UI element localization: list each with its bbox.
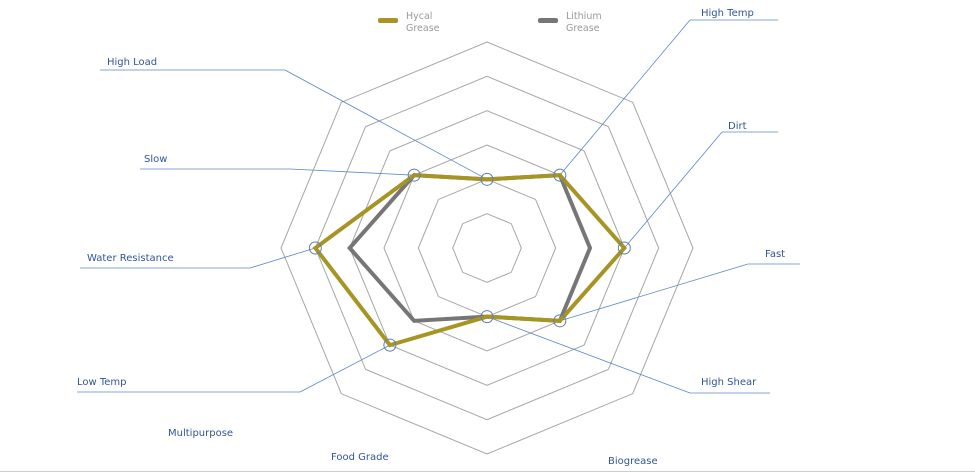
- leader-line: [559, 263, 749, 322]
- grid-ring: [349, 110, 625, 386]
- point-marker: [383, 338, 397, 352]
- leader-line: [249, 247, 316, 269]
- axis-label: High Load: [107, 57, 157, 68]
- point-marker: [553, 168, 567, 182]
- legend-label: Lithium Grease: [566, 11, 602, 34]
- grid-ring: [314, 75, 660, 421]
- legend-label: Hycal Grease: [406, 11, 440, 34]
- legend-swatch: [538, 18, 558, 23]
- axis-label: Slow: [144, 154, 167, 165]
- leader-line: [284, 69, 488, 180]
- point-marker: [308, 241, 322, 255]
- axis-label: Multipurpose: [168, 428, 233, 439]
- point-marker: [480, 310, 494, 324]
- point-marker: [407, 168, 421, 182]
- leader-line: [559, 19, 691, 176]
- axis-label: High Shear: [701, 377, 757, 388]
- axis-label: High Temp: [701, 8, 754, 19]
- grid-ring: [280, 41, 694, 455]
- point-marker: [480, 172, 494, 186]
- grid-ring: [417, 178, 557, 318]
- legend-swatch: [378, 18, 398, 23]
- grid-ring: [452, 213, 522, 283]
- point-marker: [617, 241, 631, 255]
- leader-line: [486, 316, 691, 394]
- point-marker: [553, 314, 567, 328]
- axis-label: Low Temp: [77, 377, 127, 388]
- leader-line: [624, 131, 723, 249]
- axis-label: Dirt: [728, 121, 747, 132]
- axis-label: Water Resistance: [87, 253, 174, 264]
- leader-line: [289, 168, 415, 176]
- series-line: [312, 173, 628, 348]
- axis-label: Food Grade: [331, 452, 389, 463]
- leader-line: [299, 344, 391, 393]
- axis-label: Fast: [765, 249, 785, 260]
- axis-label: Biogrease: [608, 456, 658, 467]
